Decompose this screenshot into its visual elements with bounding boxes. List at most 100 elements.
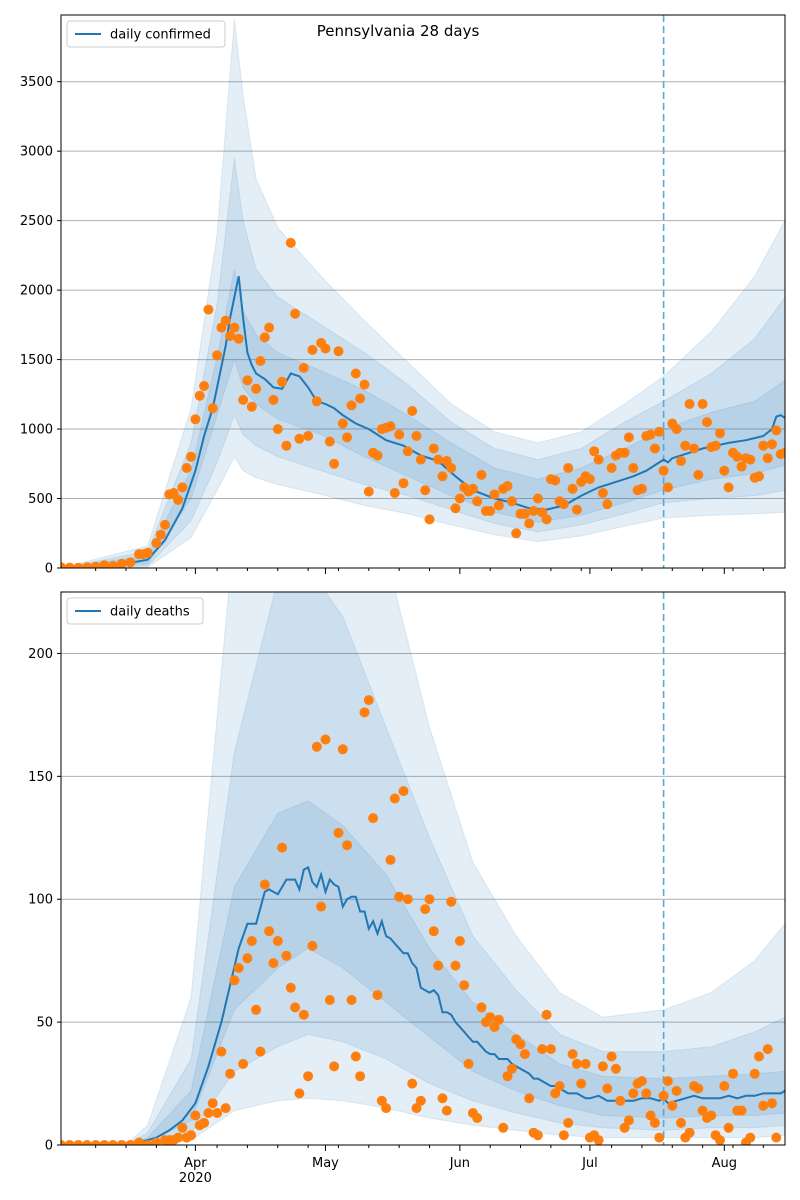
- observed-point: [73, 562, 84, 568]
- observed-point: [446, 463, 457, 473]
- observed-point: [99, 1140, 110, 1145]
- observed-point: [619, 1122, 630, 1133]
- observed-point: [719, 1081, 730, 1091]
- observed-point: [645, 1110, 656, 1121]
- observed-point: [294, 433, 305, 444]
- observed-point: [597, 1061, 608, 1072]
- observed-point: [550, 1088, 561, 1099]
- observed-point: [64, 562, 75, 568]
- observed-point: [337, 744, 348, 755]
- observed-point: [502, 1071, 513, 1082]
- x-tick-label: Jul: [581, 1156, 598, 1171]
- observed-point: [602, 1083, 613, 1094]
- observed-point: [476, 1002, 487, 1013]
- observed-point: [290, 1002, 301, 1013]
- y-tick-label: 1000: [20, 423, 53, 438]
- observed-point: [64, 1140, 75, 1145]
- observed-point: [246, 936, 257, 946]
- observed-point: [571, 1058, 582, 1069]
- plot-area: [61, 592, 785, 1145]
- observed-point: [398, 478, 409, 489]
- observed-point: [220, 1103, 231, 1114]
- observed-point: [693, 469, 704, 480]
- observed-point: [428, 926, 439, 937]
- observed-point: [697, 399, 708, 409]
- y-tick-label: 2500: [20, 214, 53, 229]
- observed-point: [411, 431, 422, 441]
- observed-point: [372, 450, 383, 461]
- observed-point: [277, 842, 288, 853]
- observed-point: [506, 1063, 517, 1074]
- observed-point: [606, 463, 617, 473]
- observed-point: [728, 1068, 738, 1079]
- observed-point: [576, 1078, 587, 1089]
- observed-point: [762, 1044, 773, 1055]
- observed-point: [82, 562, 92, 568]
- x-tick-year-label: 2020: [179, 1171, 212, 1186]
- observed-point: [229, 975, 240, 986]
- observed-point: [623, 432, 634, 443]
- observed-point: [619, 447, 630, 458]
- observed-point: [519, 508, 530, 519]
- observed-point: [636, 1076, 647, 1087]
- observed-point: [368, 813, 379, 824]
- observed-point: [333, 827, 344, 838]
- observed-point: [268, 958, 279, 969]
- observed-point: [207, 403, 218, 414]
- observed-point: [571, 504, 582, 515]
- observed-point: [736, 1105, 747, 1116]
- outer-band: [61, 19, 785, 568]
- observed-point: [294, 1088, 305, 1099]
- confirmed-panel: 0 500 1000 1500 2000 2500 3000 3500 daily confir…: [20, 14, 786, 577]
- observed-point: [580, 1058, 591, 1069]
- observed-point: [199, 381, 210, 391]
- observed-point: [506, 496, 517, 507]
- observed-point: [372, 990, 383, 1001]
- observed-point: [212, 1108, 223, 1118]
- observed-point: [337, 418, 348, 429]
- observed-point: [290, 308, 301, 319]
- observed-point: [424, 514, 435, 525]
- inner-band: [61, 800, 785, 1145]
- y-tick-label: 100: [28, 893, 53, 908]
- observed-point: [186, 451, 197, 462]
- y-tick-label: 0: [45, 1139, 53, 1154]
- observed-point: [350, 1051, 361, 1062]
- observed-point: [567, 1049, 578, 1060]
- observed-point: [242, 375, 253, 386]
- observed-point: [285, 237, 296, 248]
- observed-point: [394, 891, 405, 902]
- observed-point: [489, 489, 500, 500]
- plot-frame: [60, 591, 786, 1146]
- observed-point: [736, 461, 747, 472]
- observed-point: [229, 322, 240, 333]
- middle-band: [61, 592, 785, 1145]
- observed-point: [61, 562, 66, 568]
- observed-point: [524, 518, 535, 529]
- observed-point: [320, 734, 331, 745]
- observed-point: [762, 453, 773, 464]
- observed-point: [545, 1044, 556, 1055]
- observed-point: [463, 1058, 474, 1069]
- observed-point: [134, 1137, 144, 1145]
- observed-point: [142, 1140, 153, 1145]
- observed-point: [415, 454, 426, 465]
- observed-point: [567, 483, 578, 494]
- observed-point: [667, 1100, 678, 1111]
- observed-point: [342, 840, 353, 851]
- observed-point: [398, 786, 409, 797]
- observed-point: [316, 901, 327, 912]
- observed-point: [715, 1135, 725, 1145]
- observed-point: [303, 1071, 314, 1082]
- observed-point: [493, 1014, 504, 1025]
- observed-point: [459, 980, 470, 991]
- observed-point: [82, 1140, 92, 1145]
- legend-label: daily confirmed: [110, 28, 211, 43]
- observed-point: [99, 560, 110, 568]
- observed-point: [329, 458, 340, 469]
- observed-point: [346, 400, 357, 411]
- observed-point: [684, 1127, 695, 1138]
- observed-point: [61, 1140, 66, 1145]
- observed-point: [420, 904, 431, 915]
- observed-point: [628, 1088, 639, 1099]
